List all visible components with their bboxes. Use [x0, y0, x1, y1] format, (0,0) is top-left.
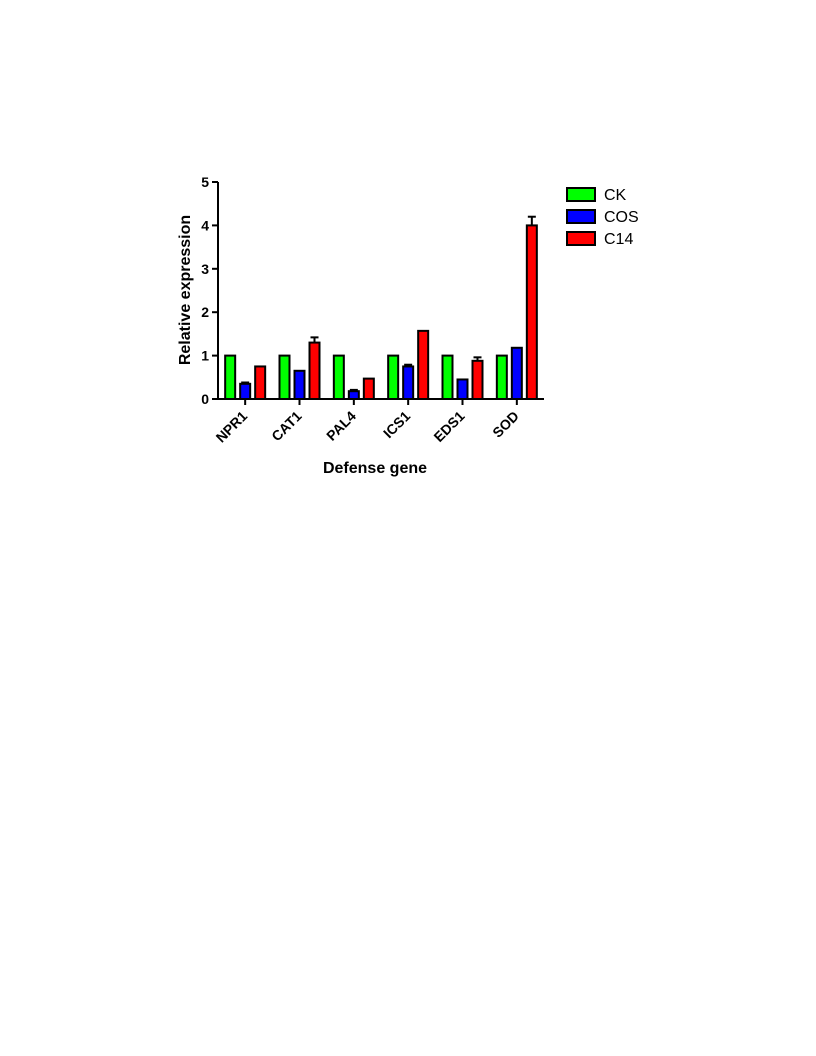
x-axis-title: Defense gene — [323, 460, 427, 477]
x-tick-label: CAT1 — [268, 408, 305, 445]
bar-ck-eds1 — [441, 354, 454, 401]
legend-label-c14: C14 — [604, 231, 633, 248]
bar-cos-ics1 — [402, 365, 415, 401]
y-ticks: 0 1 2 3 4 5 — [201, 174, 218, 407]
legend-swatch-cos — [566, 209, 596, 224]
y-tick-label: 3 — [201, 261, 209, 277]
x-ticks: NPR1 CAT1 PAL4 ICS1 EDS1 SOD — [213, 399, 522, 446]
bar-ck-sod — [495, 354, 508, 401]
y-tick-label: 5 — [201, 174, 209, 190]
bar-c14-cat1 — [308, 341, 321, 400]
x-tick-label: EDS1 — [430, 408, 467, 445]
x-tick-label: NPR1 — [213, 408, 251, 446]
bar-cos-sod — [510, 346, 523, 400]
legend: CK COS C14 — [566, 187, 639, 248]
y-tick-label: 1 — [201, 348, 209, 364]
bar-cos-cat1 — [293, 369, 306, 401]
x-tick-label: PAL4 — [323, 408, 359, 444]
legend-label-cos: COS — [604, 209, 639, 226]
bar-c14-pal4 — [362, 377, 375, 400]
y-tick-label: 0 — [201, 391, 209, 407]
y-tick-label: 2 — [201, 304, 209, 320]
y-tick-label: 4 — [201, 217, 209, 233]
bar-ck-pal4 — [332, 354, 345, 401]
legend-swatch-c14 — [566, 231, 596, 246]
bar-c14-sod — [525, 224, 538, 400]
bars-layer — [224, 215, 538, 401]
axes-layer — [217, 182, 544, 400]
bar-ck-npr1 — [224, 354, 237, 401]
bar-ck-ics1 — [387, 354, 400, 401]
legend-label-ck: CK — [604, 187, 627, 204]
y-axis-title: Relative expression — [177, 215, 194, 365]
x-tick-label: SOD — [489, 408, 522, 441]
bar-cos-pal4 — [347, 390, 360, 400]
bar-c14-ics1 — [417, 329, 430, 400]
x-tick-label: ICS1 — [380, 408, 413, 441]
bar-ck-cat1 — [278, 354, 291, 401]
legend-swatch-ck — [566, 187, 596, 202]
bar-cos-eds1 — [456, 378, 469, 401]
bar-c14-eds1 — [471, 359, 484, 401]
bar-cos-npr1 — [239, 382, 252, 400]
bar-c14-npr1 — [254, 365, 267, 401]
